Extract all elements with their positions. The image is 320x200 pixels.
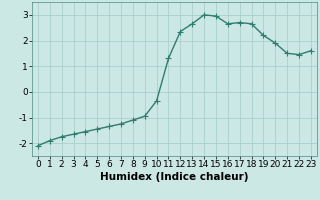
X-axis label: Humidex (Indice chaleur): Humidex (Indice chaleur) bbox=[100, 172, 249, 182]
